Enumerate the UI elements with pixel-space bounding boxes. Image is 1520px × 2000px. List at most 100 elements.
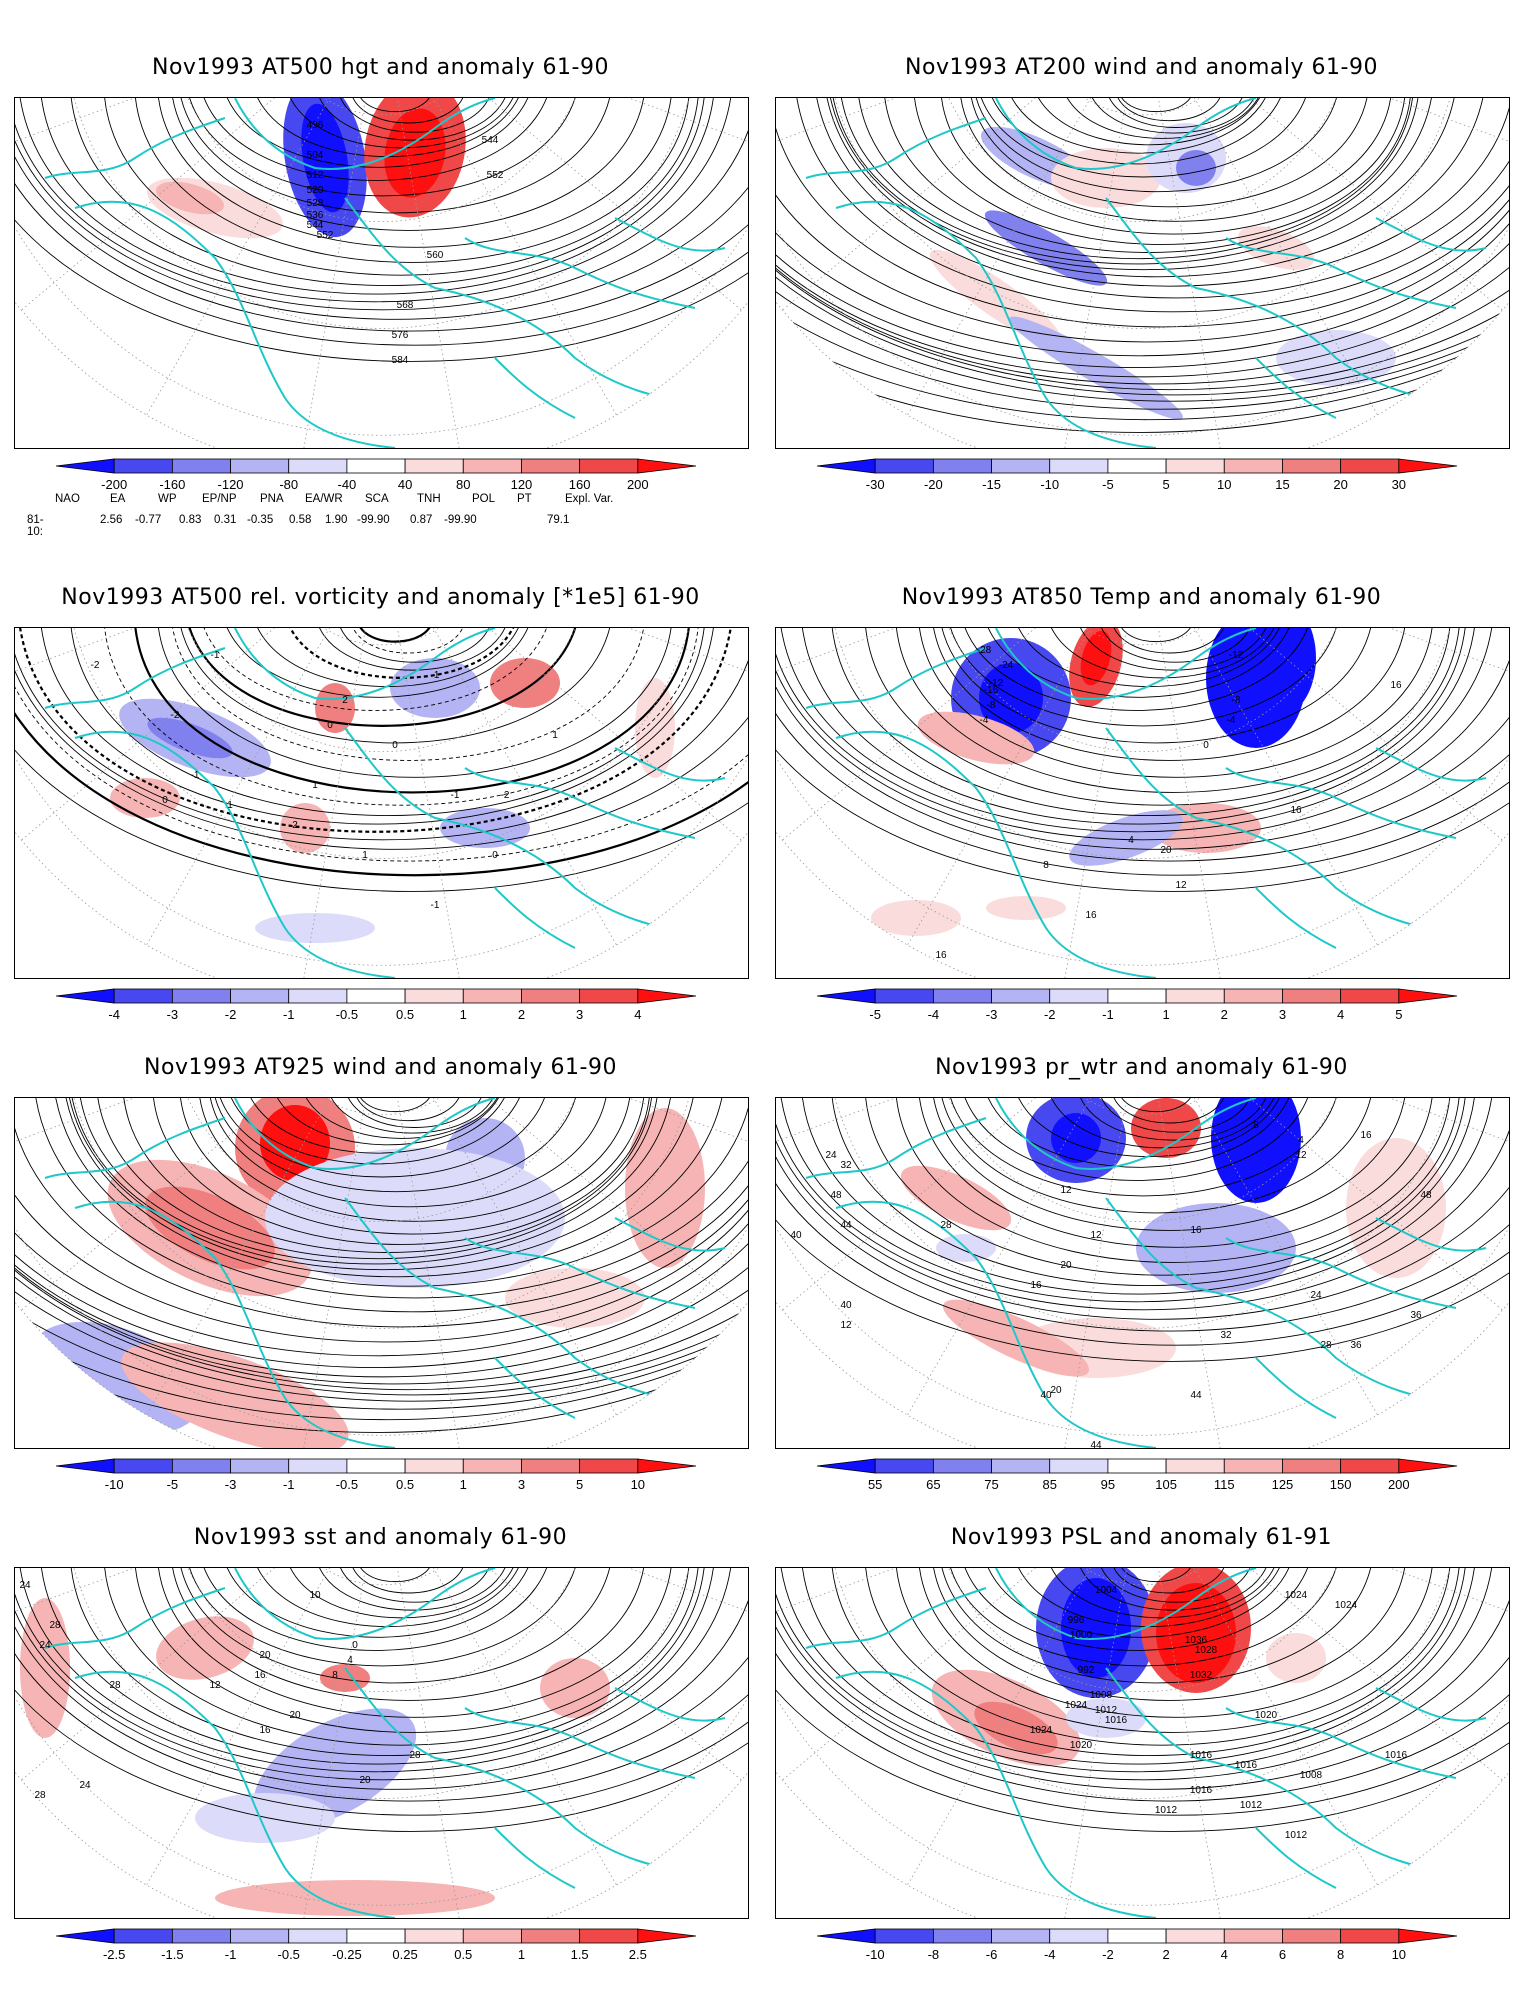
meridian-line	[1060, 1568, 1143, 1918]
isoline-label: 16	[1085, 910, 1097, 921]
meridian-line	[299, 1568, 382, 1918]
colorbar-tick-label: -4	[928, 1007, 940, 1022]
isoline-label: 48	[1420, 1190, 1432, 1201]
colorbar-tick-label: -40	[338, 477, 357, 492]
isoline-label: 20	[289, 1710, 301, 1721]
isoline-label: 12	[840, 1320, 852, 1331]
colorbar-tick-label: -3	[225, 1477, 237, 1492]
contour-line	[103, 1568, 700, 1746]
streamline	[298, 1098, 505, 1139]
streamline	[776, 98, 1509, 385]
colorbar-segment	[1107, 1928, 1167, 1944]
meridian-line	[381, 1098, 742, 1311]
latitude-circle	[1035, 628, 1250, 646]
isoline-label: 1	[227, 800, 233, 811]
streamline	[15, 1098, 748, 1390]
colorbar-tick-label: -8	[928, 1947, 940, 1962]
hdr-eawr: EA/WR	[305, 493, 343, 505]
coastline	[234, 1568, 496, 1640]
colorbar-tick-label: -2	[1102, 1947, 1114, 1962]
streamline	[15, 1098, 748, 1368]
isoline-label: 1000	[1070, 1630, 1093, 1641]
contour-line	[895, 1568, 1452, 1733]
streamline	[913, 98, 1412, 245]
panel-sst: Nov1993 sst and anomaly 61-90 24 28 24 20 16 1…	[14, 1525, 749, 1965]
colorbar-tick-label: 3	[576, 1007, 583, 1022]
isoline-label: 1016	[1190, 1785, 1213, 1796]
colorbar-tick-label: 0.25	[392, 1947, 417, 1962]
colorbar-segment	[346, 1928, 406, 1944]
idx-epnp: 0.31	[214, 514, 237, 526]
isoline-label: 4	[1298, 1135, 1304, 1146]
contour-line	[864, 628, 1461, 806]
contour-line	[156, 1568, 673, 1718]
isoline-label: 504	[307, 150, 324, 161]
meridian-line	[782, 628, 1143, 841]
streamline	[15, 1098, 748, 1402]
isoline-label: 28	[109, 1680, 121, 1691]
meridian-line	[146, 1098, 382, 1416]
contour-line	[778, 1098, 1495, 1303]
coastline	[995, 1098, 1257, 1170]
colorbar-segment	[1340, 988, 1400, 1004]
colorbar-tick-label: -20	[924, 477, 943, 492]
contour-line	[17, 1568, 734, 1773]
streamline	[829, 98, 1458, 271]
coastline	[74, 200, 396, 448]
map-canvas: -2 -1 0 1 2 -2 -1 0 1 2 -1 0 -1 1 0 -1 -2 1	[15, 628, 748, 978]
coastline	[464, 1707, 696, 1779]
colorbar-canvas: -200 -160 -120 -80 -40 40 80 120 160 200	[55, 458, 697, 492]
positive-anomaly-area	[635, 678, 675, 778]
isoline-label: 996	[1068, 1615, 1085, 1626]
contour-line	[156, 98, 673, 248]
colorbar-segment	[346, 988, 406, 1004]
colorbar-segment	[230, 1458, 290, 1474]
isoline-label: 1	[362, 850, 368, 861]
isoline-label: 44	[840, 1220, 852, 1231]
contour-line	[800, 628, 1477, 825]
contour-line	[1097, 1098, 1254, 1133]
contour-line	[197, 1568, 554, 1651]
colorbar-tick-label: 8	[1337, 1947, 1344, 1962]
colorbar-tick-label: -5	[869, 1007, 881, 1022]
streamline	[1114, 98, 1224, 122]
latitude-circle	[776, 628, 1509, 966]
contour-line	[776, 628, 1509, 850]
streamline	[959, 98, 1393, 222]
isoline-label: 16	[1290, 805, 1302, 816]
colorbar-tick-label: 80	[456, 477, 470, 492]
colorbar-tick-label: -2	[225, 1007, 237, 1022]
colorbar-segment	[404, 1928, 464, 1944]
colorbar-segment	[991, 458, 1051, 474]
isoline-label: 36	[1350, 1340, 1362, 1351]
polar-map: -2 -1 0 1 2 -2 -1 0 1 2 -1 0 -1 1 0 -1 -2 1	[14, 627, 749, 979]
colorbar-tick-label: -6	[986, 1947, 998, 1962]
colorbar-tick-label: -1	[1102, 1007, 1114, 1022]
contour-line	[945, 628, 1342, 727]
contour-line	[958, 1098, 1315, 1181]
coastline	[44, 647, 226, 709]
colorbar-segment	[874, 1928, 934, 1944]
colorbar-segment	[579, 988, 639, 1004]
colorbar-canvas: -10 -8 -6 -4 -2 2 4 6 8 10	[816, 1928, 1458, 1962]
colorbar-segment	[874, 988, 934, 1004]
meridian-line	[782, 98, 1143, 311]
isoline-label: 584	[392, 355, 409, 366]
contour-line	[931, 1568, 1408, 1701]
streamline	[268, 1098, 508, 1146]
contour-line	[283, 628, 521, 679]
colorbar-high-arrow	[1398, 988, 1458, 1004]
isoline-label: 8	[1253, 1120, 1259, 1131]
streamline	[15, 1098, 748, 1410]
colorbar-segment	[462, 458, 522, 474]
colorbar-segment	[462, 1458, 522, 1474]
streamline	[793, 98, 1509, 313]
colorbar-tick-label: -5	[167, 1477, 179, 1492]
streamline	[353, 1098, 463, 1122]
hdr-sca: SCA	[365, 493, 389, 505]
panel-title: Nov1993 AT925 wind and anomaly 61-90	[144, 1055, 617, 1080]
streamline	[1086, 98, 1260, 134]
contour-line	[103, 628, 700, 806]
contour-line	[938, 1568, 1375, 1684]
contour-line	[1118, 1098, 1194, 1113]
